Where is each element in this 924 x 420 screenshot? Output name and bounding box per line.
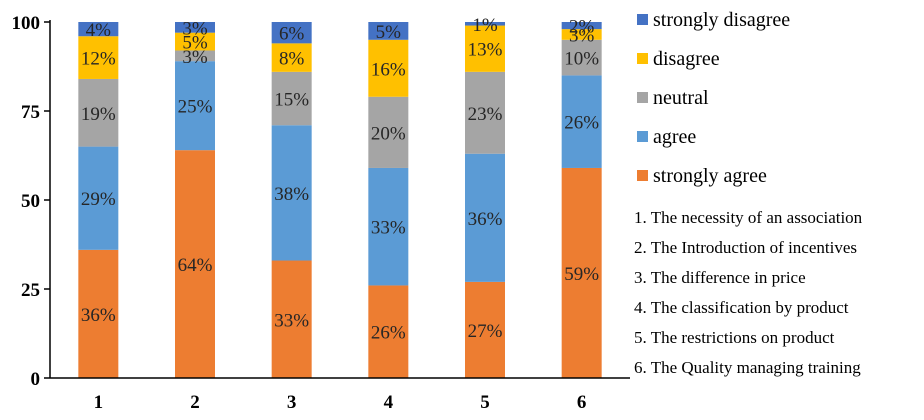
bar-segment [368, 39, 409, 97]
axes-layer: 1 2 3 4 5 6 0 25 50 75 100 [12, 13, 630, 413]
x-tick-label: 5 [480, 392, 490, 413]
x-tick-label: 6 [577, 392, 587, 413]
data-label: 36% [81, 305, 116, 326]
data-label: 3% [182, 18, 208, 39]
bar-segment [465, 22, 505, 26]
bar-segment [271, 71, 312, 126]
bar-segment [368, 167, 409, 286]
bar-segment [368, 96, 409, 168]
legend-label: strongly disagree [653, 9, 790, 31]
data-label: 6% [279, 24, 305, 45]
data-labels-layer: 36%29%19%12%4%64%25%3%5%3%33%38%15%8%6%2… [81, 15, 599, 344]
bar-segment [271, 125, 312, 261]
category-note: 4. The classification by product [634, 298, 849, 317]
category-notes: 1. The necessity of an association 2. The… [634, 208, 863, 377]
legend-swatch [637, 92, 648, 103]
data-label: 3% [569, 25, 595, 46]
legend-swatch [637, 14, 648, 25]
data-label: 26% [564, 113, 599, 134]
bar-segment [561, 22, 602, 30]
data-label: 25% [178, 97, 213, 118]
y-tick-label: 0 [31, 369, 41, 390]
data-label: 59% [564, 264, 599, 285]
x-tick-label: 1 [94, 392, 104, 413]
category-note: 5. The restrictions on product [634, 328, 835, 347]
data-label: 16% [371, 59, 406, 80]
x-tick-label: 3 [287, 392, 297, 413]
bar-segment [175, 50, 215, 62]
bar-segment [78, 36, 119, 79]
legend-swatch [637, 170, 648, 181]
bar-segment [465, 153, 505, 282]
y-tick-label: 75 [21, 102, 40, 123]
data-label: 38% [274, 184, 309, 205]
bar-segment [175, 150, 215, 378]
data-label: 4% [86, 20, 112, 41]
bar-segment [78, 78, 119, 147]
y-tick-label: 100 [12, 13, 41, 34]
bar-segment [175, 32, 215, 51]
bar-segment [368, 22, 409, 40]
data-label: 5% [376, 22, 402, 43]
data-label: 27% [468, 321, 503, 342]
data-label: 29% [81, 189, 116, 210]
bar-segment [175, 61, 215, 151]
data-label: 12% [81, 49, 116, 70]
data-label: 15% [274, 90, 309, 111]
y-tick-label: 50 [21, 191, 40, 212]
bar-segment [271, 260, 312, 378]
x-tick-label: 2 [190, 392, 200, 413]
bar-segment [561, 39, 602, 76]
bar-segment [175, 22, 215, 33]
legend-swatch [637, 53, 648, 64]
bar-segment [561, 75, 602, 168]
data-label: 19% [81, 104, 116, 125]
bar-segment [561, 29, 602, 40]
bar-segment [561, 167, 602, 378]
data-label: 3% [182, 47, 208, 68]
bar-segment [368, 285, 409, 378]
data-label: 5% [182, 33, 208, 54]
y-tick-label: 25 [21, 280, 40, 301]
bar-segment [78, 22, 119, 37]
legend-label: disagree [653, 48, 720, 70]
data-label: 10% [564, 49, 599, 70]
data-label: 23% [468, 104, 503, 125]
bar-segment [271, 43, 312, 72]
legend-swatch [637, 131, 648, 142]
data-label: 33% [274, 310, 309, 331]
data-label: 1% [472, 15, 498, 36]
bar-segment [465, 281, 505, 378]
legend: strongly disagree disagree neutral agree str… [637, 9, 790, 187]
category-note: 1. The necessity of an association [634, 208, 863, 227]
data-label: 33% [371, 218, 406, 239]
data-label: 64% [178, 255, 213, 276]
bar-segment [465, 71, 505, 154]
category-note: 3. The difference in price [634, 268, 806, 287]
category-note: 6. The Quality managing training [634, 358, 861, 377]
data-label: 8% [279, 49, 305, 70]
bar-segment [465, 25, 505, 72]
bar-segment [78, 146, 119, 250]
legend-label: agree [653, 126, 696, 148]
bar-segment [78, 249, 119, 378]
bars-layer [78, 22, 602, 378]
bar-segment [271, 22, 312, 44]
data-label: 2% [569, 17, 595, 38]
data-label: 36% [468, 209, 503, 230]
category-note: 2. The Introduction of incentives [634, 238, 857, 257]
data-label: 13% [468, 40, 503, 61]
legend-label: strongly agree [653, 165, 767, 187]
legend-label: neutral [653, 87, 709, 109]
x-tick-label: 4 [384, 392, 394, 413]
data-label: 20% [371, 123, 406, 144]
data-label: 26% [371, 323, 406, 344]
